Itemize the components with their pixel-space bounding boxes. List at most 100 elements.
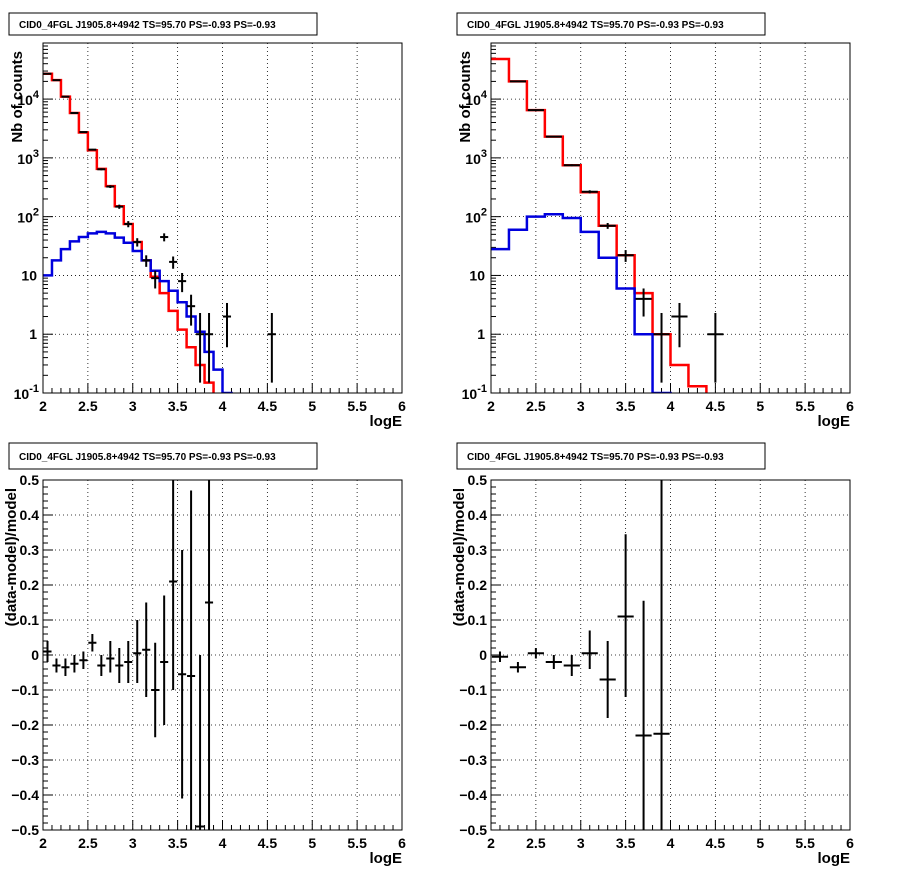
y-tick-label: 10 (469, 267, 485, 283)
data-point (599, 222, 616, 229)
data-point (671, 302, 688, 348)
data-point (124, 221, 133, 228)
y-tick-label: 0.2 (468, 577, 488, 593)
x-tick-label: 3 (577, 835, 585, 851)
x-tick-label: 6 (398, 835, 406, 851)
chart-panel-1: CID0_4FGL J1905.8+4942 TS=95.70 PS=-0.93… (8, 12, 406, 430)
data-point (635, 600, 652, 830)
data-point (222, 302, 232, 348)
x-tick-label: 4 (219, 835, 227, 851)
data-point (88, 634, 97, 652)
title-box (8, 442, 318, 470)
x-tick-label: 2 (487, 398, 495, 414)
data-point (599, 641, 616, 718)
data-point (196, 655, 205, 830)
y-tick-label: 10-1 (14, 383, 39, 402)
y-tick-label: 0.1 (20, 612, 40, 628)
x-tick-label: 5.5 (795, 835, 815, 851)
data-point (97, 168, 106, 171)
x-axis-label: logE (818, 850, 851, 867)
data-point (581, 190, 598, 194)
y-tick-label: −0.4 (11, 787, 39, 803)
data-point (115, 204, 124, 209)
data-point (178, 550, 187, 799)
x-tick-label: 2 (487, 835, 495, 851)
data-point (142, 602, 151, 697)
y-tick-label: 10-1 (462, 383, 487, 402)
y-tick-label: 1 (477, 326, 485, 342)
y-axis-label: Nb of counts (9, 51, 26, 143)
data-point (178, 273, 187, 293)
data-point (106, 185, 115, 189)
x-tick-label: 3.5 (168, 398, 188, 414)
data-point (169, 480, 178, 690)
data-point (187, 490, 196, 830)
data-point (581, 630, 598, 669)
x-tick-label: 4 (219, 398, 227, 414)
x-tick-label: 4 (667, 835, 675, 851)
data-point (653, 312, 670, 383)
y-tick-label: −0.4 (459, 787, 487, 803)
data-point (70, 111, 79, 114)
x-tick-label: 5.5 (347, 835, 367, 851)
x-tick-label: 6 (846, 835, 854, 851)
data-point (160, 233, 169, 242)
x-tick-label: 5 (308, 398, 316, 414)
y-tick-label: 0.2 (20, 577, 40, 593)
y-tick-label: −0.2 (11, 717, 39, 733)
data-point (88, 148, 97, 151)
data-point (43, 641, 52, 662)
data-point (115, 648, 124, 683)
y-tick-label: 0.5 (20, 472, 40, 488)
x-tick-label: 3.5 (616, 835, 636, 851)
plot-area (491, 57, 724, 393)
data-point (169, 256, 178, 269)
chart-title: CID0_4FGL J1905.8+4942 TS=95.70 PS=-0.93… (467, 20, 724, 31)
data-point (133, 620, 142, 683)
y-tick-label: 102 (465, 207, 487, 226)
chart-panel-2: CID0_4FGL J1905.8+4942 TS=95.70 PS=-0.93… (456, 12, 854, 430)
y-tick-label: 103 (465, 148, 487, 167)
y-axis-label: (data-model)/model (3, 488, 20, 626)
data-point (491, 651, 509, 662)
title-box (8, 12, 318, 36)
data-point (133, 238, 142, 247)
data-point (267, 312, 276, 383)
chart-title: CID0_4FGL J1905.8+4942 TS=95.70 PS=-0.93… (19, 20, 276, 31)
x-tick-label: 4.5 (706, 398, 726, 414)
x-tick-label: 2 (39, 398, 47, 414)
data-point (79, 651, 88, 669)
x-tick-label: 3 (129, 398, 137, 414)
y-tick-label: 0 (479, 647, 487, 663)
data-point (617, 534, 634, 697)
x-tick-label: 3 (577, 398, 585, 414)
x-tick-label: 2 (39, 835, 47, 851)
data-point (106, 641, 115, 673)
data-point (142, 255, 151, 267)
data-point (563, 655, 580, 676)
title-box (456, 442, 766, 470)
y-tick-label: 1 (29, 326, 37, 342)
data-point (527, 109, 544, 112)
y-tick-label: 0.4 (20, 507, 40, 523)
x-tick-label: 5 (756, 835, 764, 851)
model-source-histogram (491, 212, 672, 393)
y-tick-label: 0.5 (468, 472, 488, 488)
title-box (456, 12, 766, 36)
x-tick-label: 3.5 (168, 835, 188, 851)
x-tick-label: 6 (846, 398, 854, 414)
data-point (97, 655, 106, 676)
x-tick-label: 6 (398, 398, 406, 414)
y-tick-label: 102 (17, 207, 39, 226)
y-axis-label: (data-model)/model (451, 488, 468, 626)
model-total-histogram (43, 72, 215, 393)
x-tick-label: 2.5 (526, 835, 546, 851)
x-tick-label: 5.5 (795, 398, 815, 414)
data-point (61, 658, 70, 676)
y-axis-label: Nb of counts (457, 51, 474, 143)
y-tick-label: 0 (31, 647, 39, 663)
data-point (509, 80, 527, 83)
data-point (509, 662, 527, 673)
x-tick-label: 5.5 (347, 398, 367, 414)
